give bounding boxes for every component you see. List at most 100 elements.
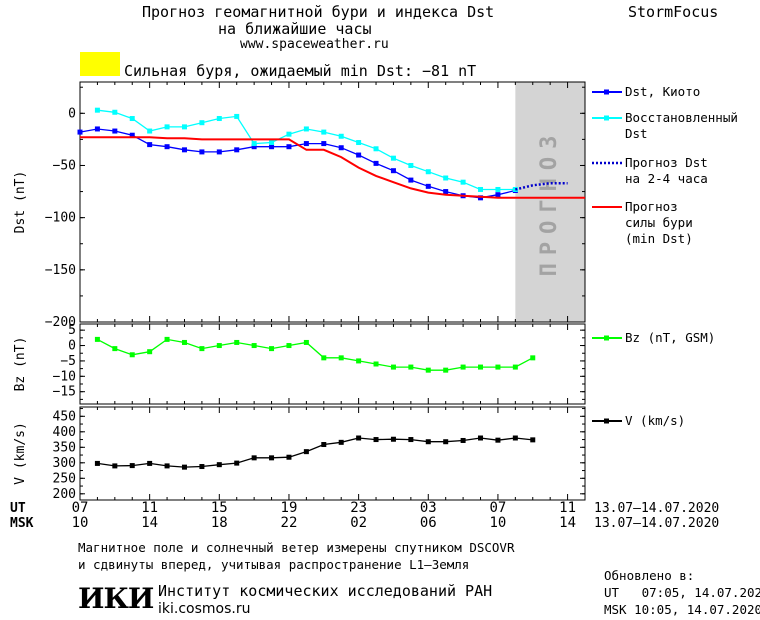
institute-name: Институт космических исследований РАН <box>158 582 493 600</box>
data-point <box>129 463 135 469</box>
forecast-shade <box>515 82 585 322</box>
data-point <box>338 145 344 151</box>
msk-tick-label: 06 <box>420 515 437 531</box>
data-point <box>199 464 205 470</box>
data-point <box>112 463 118 469</box>
data-point <box>286 144 292 150</box>
site-url[interactable]: www.spaceweather.ru <box>240 37 389 52</box>
updated-label: Обновлено в: <box>604 568 695 583</box>
forecast-shade-label: ПРОГНОЗ <box>537 128 562 277</box>
data-point <box>286 343 292 349</box>
series-line <box>97 338 534 371</box>
storm-alert-text: Сильная буря, ожидаемый min Dst: −81 nT <box>124 62 477 80</box>
data-point <box>251 141 257 147</box>
data-point <box>321 442 327 448</box>
ut-tick-label: 11 <box>141 500 158 516</box>
data-point <box>390 364 396 370</box>
institute-url[interactable]: iki.cosmos.ru <box>158 601 251 617</box>
title-line-2: на ближайшие часы <box>218 20 372 38</box>
data-point <box>356 152 362 158</box>
series-1-3 <box>515 181 568 191</box>
data-point <box>460 364 466 370</box>
y-tick-label: 200 <box>53 487 76 502</box>
data-point <box>251 144 257 150</box>
msk-tick-label: 10 <box>490 515 507 531</box>
y-axis-label: Dst (nT) <box>13 171 28 234</box>
panel-2: 50−5−10−15 Bz (nT) <box>13 323 586 405</box>
legend-entry: V (km/s) <box>592 413 685 428</box>
data-point <box>495 437 501 443</box>
data-point <box>129 352 135 358</box>
msk-tick-label: 14 <box>559 515 576 531</box>
data-point <box>356 358 362 364</box>
data-point <box>530 355 536 361</box>
ut-axis-label: UT <box>10 501 26 516</box>
data-point <box>356 435 362 441</box>
y-axis-label: Bz (nT) <box>13 337 28 392</box>
data-point <box>530 437 536 443</box>
ut-tick-label: 11 <box>559 500 576 516</box>
legend-label: Bz (nT, GSM) <box>625 330 715 345</box>
legend-label: Прогноз <box>625 199 678 214</box>
data-point <box>199 149 205 155</box>
msk-tick-label: 10 <box>72 515 89 531</box>
y-tick-label: 350 <box>53 440 76 455</box>
data-point <box>94 107 100 113</box>
data-point <box>94 460 100 466</box>
data-point <box>164 144 170 150</box>
data-point <box>112 109 118 115</box>
msk-tick-label: 22 <box>281 515 298 531</box>
panel-1: ПРОГНОЗ 0 −50 −100 −150 −200 Dst (nT) <box>13 81 586 330</box>
data-point <box>425 183 431 189</box>
legend-label: на 2-4 часа <box>625 171 708 186</box>
updated-msk: MSK 10:05, 14.07.2020 <box>604 602 760 617</box>
satellite-note-line-1: Магнитное поле и солнечный ветер измерен… <box>78 540 515 555</box>
series-1-2 <box>94 107 518 192</box>
data-point <box>338 439 344 445</box>
ut-tick-label: 07 <box>72 500 89 516</box>
legend-label: Dst, Киото <box>625 84 700 99</box>
ut-tick-label: 19 <box>281 500 298 516</box>
y-tick-label: 5 <box>68 323 76 338</box>
data-point <box>425 367 431 373</box>
data-point <box>495 192 501 198</box>
data-point <box>408 437 414 443</box>
legend-marker <box>604 335 609 341</box>
data-point <box>129 132 135 138</box>
data-point <box>269 346 275 352</box>
y-tick-label: 400 <box>53 425 76 440</box>
msk-date-range: 13.07–14.07.2020 <box>594 516 719 531</box>
data-point <box>234 147 240 153</box>
y-tick-label: −100 <box>45 211 76 226</box>
data-point <box>478 195 484 201</box>
panel-frame <box>79 406 586 501</box>
data-point <box>147 460 153 466</box>
data-point <box>460 179 466 185</box>
data-point <box>408 364 414 370</box>
ut-tick-label: 15 <box>211 500 228 516</box>
data-point <box>373 361 379 367</box>
storm-level-swatch <box>80 52 120 76</box>
data-point <box>495 186 501 192</box>
data-point <box>164 336 170 342</box>
title-line-1: Прогноз геомагнитной бури и индекса Dst <box>142 3 495 21</box>
brand-name: StormFocus <box>628 3 719 21</box>
series-line <box>97 437 533 468</box>
data-point <box>94 126 100 132</box>
data-point <box>478 435 484 441</box>
data-point <box>478 364 484 370</box>
updated-ut: UT 07:05, 14.07.2020 <box>604 585 760 600</box>
y-axis-label: V (km/s) <box>13 422 28 485</box>
data-point <box>269 144 275 150</box>
data-point <box>286 131 292 137</box>
ut-tick-label: 23 <box>350 500 367 516</box>
data-point <box>216 343 222 349</box>
data-point <box>321 129 327 135</box>
msk-tick-label: 02 <box>350 515 367 531</box>
data-point <box>269 455 275 461</box>
data-point <box>234 113 240 119</box>
y-tick-label: −15 <box>53 385 76 400</box>
